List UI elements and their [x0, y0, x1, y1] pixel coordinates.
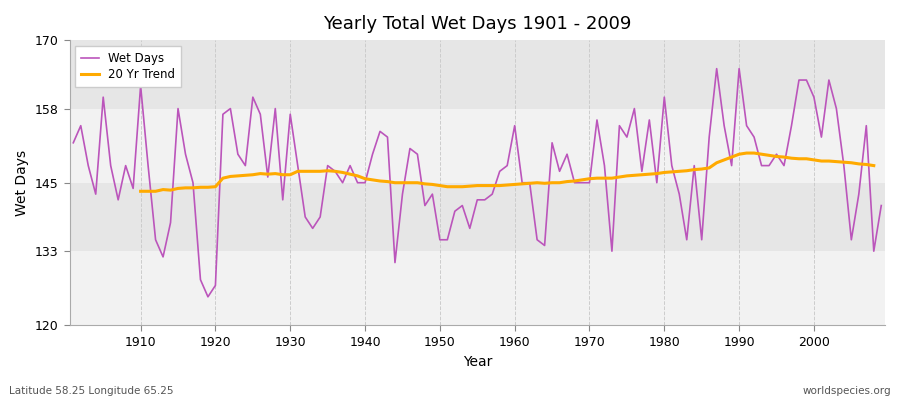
20 Yr Trend [360, 176, 371, 181]
20 Yr Trend [868, 163, 879, 168]
Wet Days [300, 214, 310, 219]
20 Yr Trend [329, 169, 340, 174]
20 Yr Trend [135, 189, 146, 194]
Wet Days [509, 123, 520, 128]
Wet Days [517, 180, 527, 185]
20 Yr Trend [502, 183, 513, 188]
20 Yr Trend [711, 160, 722, 165]
Wet Days [607, 249, 617, 254]
Legend: Wet Days, 20 Yr Trend: Wet Days, 20 Yr Trend [76, 46, 182, 87]
Line: 20 Yr Trend: 20 Yr Trend [140, 153, 874, 191]
20 Yr Trend [742, 151, 752, 156]
Wet Days [711, 66, 722, 71]
Wet Days [68, 140, 78, 145]
X-axis label: Year: Year [463, 355, 492, 369]
20 Yr Trend [307, 169, 318, 174]
Title: Yearly Total Wet Days 1901 - 2009: Yearly Total Wet Days 1901 - 2009 [323, 15, 632, 33]
Text: worldspecies.org: worldspecies.org [803, 386, 891, 396]
Bar [69, 183, 885, 251]
20 Yr Trend [524, 181, 535, 186]
Bar [69, 108, 885, 183]
Wet Days [128, 186, 139, 191]
Wet Days [202, 294, 213, 299]
Y-axis label: Wet Days: Wet Days [15, 150, 29, 216]
Bar [69, 40, 885, 108]
Wet Days [345, 163, 356, 168]
Line: Wet Days: Wet Days [73, 69, 881, 297]
Bar [69, 251, 885, 325]
Wet Days [876, 203, 886, 208]
Text: Latitude 58.25 Longitude 65.25: Latitude 58.25 Longitude 65.25 [9, 386, 174, 396]
